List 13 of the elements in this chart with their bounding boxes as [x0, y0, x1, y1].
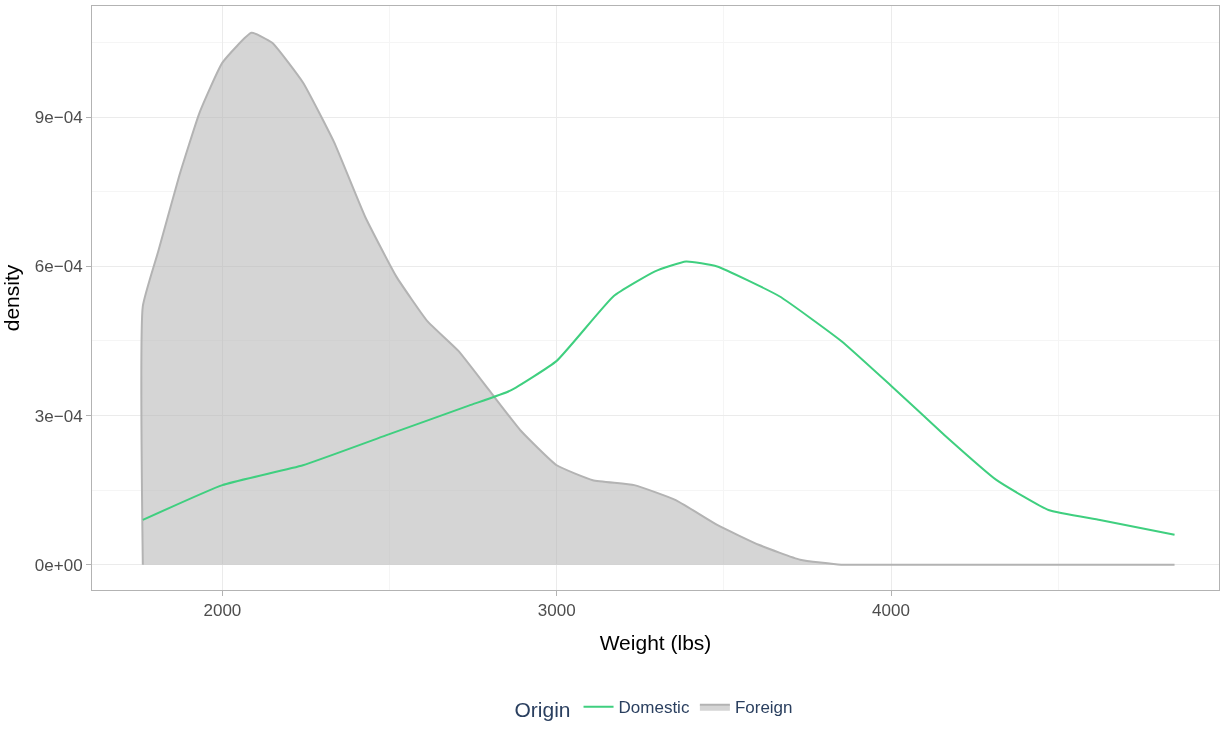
legend-title: Origin [514, 697, 571, 721]
x-tick-label: 4000 [872, 601, 910, 621]
x-tick-label: 2000 [203, 601, 242, 621]
x-axis-title: Weight (lbs) [599, 630, 712, 654]
y-tick-label: 0e+00 [34, 555, 83, 575]
y-tick-label: 3e−04 [34, 406, 83, 426]
legend-label: Domestic [618, 698, 690, 718]
y-tick-label: 9e−04 [34, 108, 83, 128]
y-tick-label: 6e−04 [34, 257, 83, 277]
y-axis-title: density [0, 264, 23, 332]
line-series [141, 260, 1176, 536]
legend-label: Foreign [734, 698, 793, 718]
x-tick-label: 3000 [537, 601, 576, 621]
